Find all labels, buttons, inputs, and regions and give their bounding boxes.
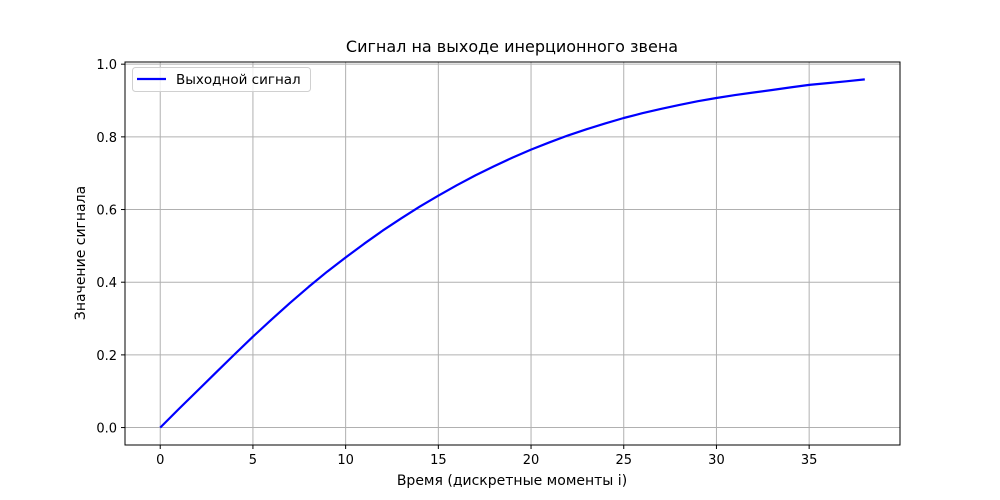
- x-tick-label: 30: [708, 453, 725, 468]
- chart-title: Сигнал на выходе инерционного звена: [346, 37, 678, 56]
- y-tick-label: 0.0: [96, 422, 117, 437]
- series-line: [159, 78, 865, 429]
- x-axis: 0 5 10 15 20 25 30 35: [156, 445, 817, 468]
- legend: Выходной сигнал: [132, 67, 311, 92]
- x-tick-label: 15: [430, 453, 447, 468]
- x-tick-label: 10: [337, 453, 354, 468]
- x-tick-label: 35: [801, 453, 818, 468]
- legend-label: Выходной сигнал: [176, 72, 301, 88]
- x-tick-label: 5: [249, 453, 257, 468]
- y-axis-label: Значение сигнала: [73, 186, 89, 320]
- series-layer: [159, 78, 865, 429]
- y-tick-label: 0.8: [96, 131, 117, 146]
- y-tick-label: 1.0: [96, 58, 117, 73]
- y-tick-label: 0.6: [96, 204, 117, 219]
- legend-box: [132, 67, 311, 92]
- axes-frame: [124, 61, 901, 446]
- x-axis-label: Время (дискретные моменты i): [397, 473, 627, 489]
- x-tick-label: 20: [523, 453, 540, 468]
- x-tick-label: 25: [615, 453, 632, 468]
- x-tick-label: 0: [156, 453, 164, 468]
- y-tick-label: 0.4: [96, 276, 117, 291]
- y-tick-label: 0.2: [96, 349, 117, 364]
- grid: [125, 62, 900, 445]
- y-axis: 0.0 0.2 0.4 0.6 0.8 1.0: [96, 58, 125, 437]
